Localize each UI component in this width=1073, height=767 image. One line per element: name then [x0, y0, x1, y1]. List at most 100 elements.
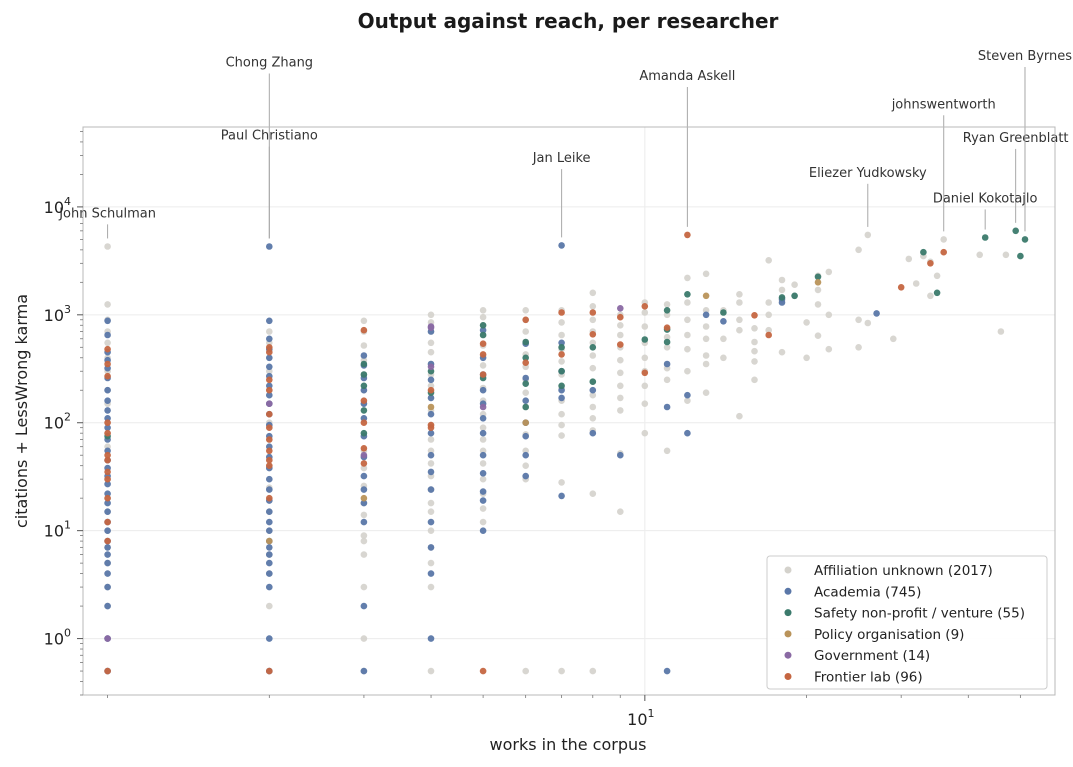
data-point — [104, 451, 111, 459]
data-point — [825, 345, 833, 353]
data-point — [778, 276, 786, 284]
data-point — [1002, 251, 1010, 259]
data-point — [360, 532, 368, 539]
data-point — [104, 475, 111, 483]
annotation-label: Eliezer Yudkowsky — [809, 166, 927, 181]
data-point — [104, 301, 111, 308]
legend-label: Academia (745) — [814, 584, 921, 600]
data-point — [617, 322, 624, 329]
data-point — [617, 394, 624, 402]
data-point — [479, 326, 487, 334]
data-point — [864, 231, 872, 239]
data-point — [427, 508, 435, 515]
data-point — [104, 424, 111, 432]
data-point — [702, 311, 710, 319]
annotations: John Schulman Chong Zhang Paul Christiano J… — [58, 49, 1072, 239]
data-point — [589, 378, 597, 386]
annotation-label: Daniel Kokotajlo — [933, 191, 1038, 206]
data-point — [104, 360, 111, 368]
legend-marker — [784, 651, 792, 659]
legend-marker — [784, 587, 792, 595]
data-point — [1012, 227, 1019, 235]
series-5 — [104, 231, 947, 675]
data-point — [266, 544, 273, 551]
data-point — [791, 292, 798, 300]
data-point — [104, 570, 111, 577]
annotation-label: Chong Zhang — [226, 55, 314, 70]
data-point — [427, 544, 435, 551]
data-point — [427, 348, 435, 356]
data-point — [427, 429, 435, 437]
data-point — [427, 559, 435, 567]
data-point — [684, 345, 691, 353]
data-point — [890, 335, 897, 343]
data-point — [641, 400, 649, 408]
data-point — [479, 497, 487, 504]
annotation-label: Paul Christiano — [221, 129, 318, 144]
data-point — [479, 313, 487, 321]
data-point — [912, 280, 920, 287]
data-point — [720, 309, 727, 316]
data-point — [266, 602, 273, 610]
data-point — [905, 255, 913, 263]
data-point — [104, 667, 111, 675]
data-point — [427, 363, 435, 371]
data-point — [684, 397, 691, 405]
data-point — [266, 559, 273, 567]
data-point — [589, 331, 597, 338]
data-point — [360, 445, 368, 452]
data-point — [360, 360, 368, 368]
data-point — [641, 336, 649, 343]
data-point — [266, 436, 273, 443]
data-point — [104, 317, 111, 325]
data-point — [522, 462, 529, 470]
data-point — [104, 518, 111, 526]
data-point — [266, 447, 273, 455]
data-point — [765, 326, 772, 334]
data-point — [558, 358, 565, 365]
data-point — [920, 248, 927, 256]
data-point — [617, 356, 624, 364]
series-3 — [266, 279, 822, 545]
data-point — [266, 424, 273, 432]
data-point — [617, 331, 624, 339]
data-point — [702, 335, 710, 343]
data-point — [558, 344, 565, 351]
data-point — [360, 397, 368, 405]
data-point — [558, 382, 565, 390]
data-point — [873, 310, 880, 317]
data-point — [479, 527, 487, 534]
data-point — [266, 354, 273, 362]
data-point — [522, 316, 529, 324]
data-point — [558, 410, 565, 418]
data-point — [266, 328, 273, 335]
data-point — [427, 339, 435, 347]
data-point — [617, 382, 624, 390]
data-point — [663, 360, 671, 368]
y-tick-label: 101 — [44, 519, 71, 541]
data-point — [266, 462, 273, 470]
data-point — [814, 273, 822, 281]
series-4 — [104, 305, 624, 642]
data-point — [522, 359, 529, 367]
data-point — [479, 505, 487, 512]
data-point — [104, 345, 111, 353]
data-point — [360, 635, 368, 642]
data-point — [663, 447, 671, 455]
data-point — [479, 415, 487, 422]
data-point — [663, 344, 671, 351]
data-point — [589, 391, 597, 399]
data-point — [765, 331, 772, 339]
data-point — [981, 234, 989, 241]
data-point — [104, 456, 111, 464]
data-point — [641, 309, 649, 316]
data-point — [617, 313, 624, 321]
data-point — [778, 299, 786, 306]
data-point — [663, 301, 671, 308]
series-1 — [104, 242, 880, 675]
data-point — [641, 369, 649, 377]
data-point — [684, 291, 691, 298]
data-point — [427, 460, 435, 467]
data-point — [663, 403, 671, 411]
data-point — [360, 352, 368, 359]
